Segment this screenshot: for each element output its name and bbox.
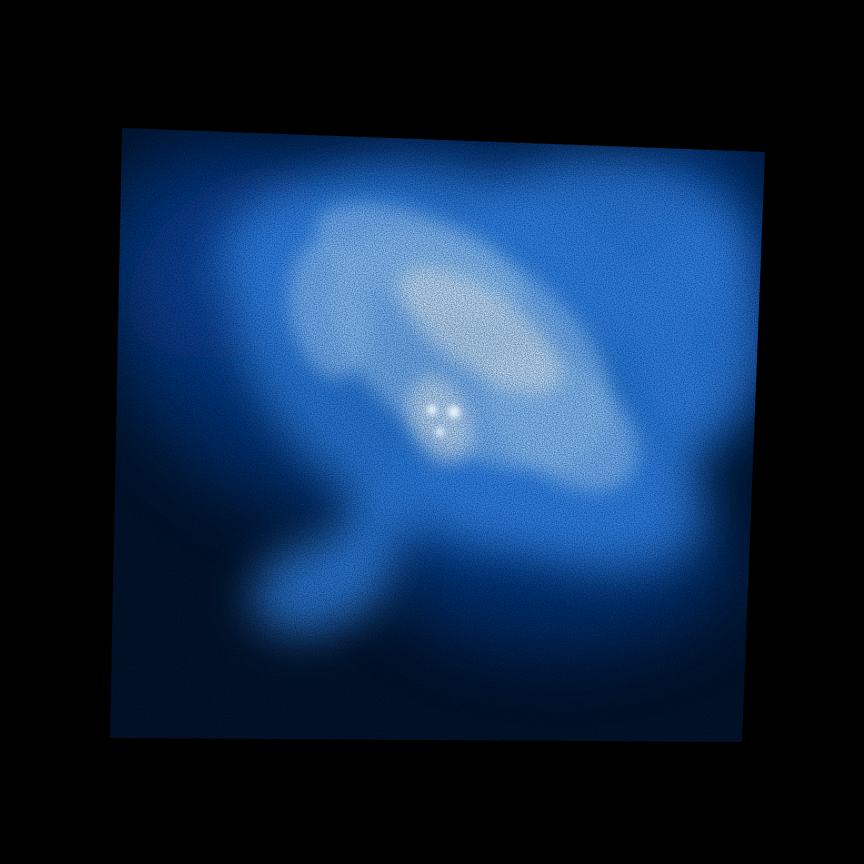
pulsar-spot (448, 406, 460, 418)
pulsar-knot (436, 428, 444, 436)
pulsar-knot (427, 405, 437, 415)
